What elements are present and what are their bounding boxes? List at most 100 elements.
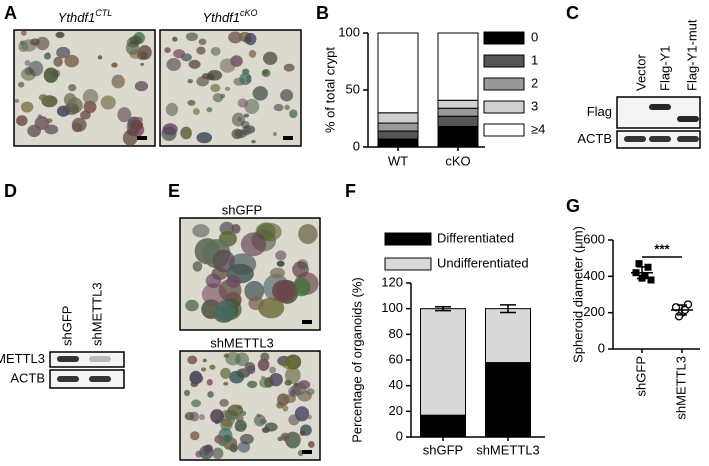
organoid <box>237 98 248 108</box>
organoid <box>299 430 306 436</box>
y-tick-label: 100 <box>381 300 403 315</box>
organoid <box>55 31 65 39</box>
blot <box>49 351 125 368</box>
organoid <box>191 399 202 408</box>
x-tick-label: shGFP <box>423 442 463 457</box>
genotype: CTL <box>95 8 112 18</box>
organoid <box>140 62 145 66</box>
organoid <box>261 69 271 78</box>
row-label: METTL3 <box>0 351 45 366</box>
organoid <box>190 431 200 441</box>
organoid <box>261 427 270 433</box>
legend-label: 1 <box>531 52 538 67</box>
legend-label: Undifferentiated <box>437 255 529 270</box>
organoid <box>97 55 103 60</box>
bar-segment <box>377 112 419 124</box>
organoid <box>226 274 241 289</box>
organoid <box>185 32 199 42</box>
organoid <box>234 129 247 139</box>
organoid <box>219 58 236 73</box>
legend-swatch <box>483 54 525 68</box>
organoid <box>56 46 71 59</box>
band <box>624 136 646 142</box>
organoid <box>35 36 50 51</box>
organoid <box>244 98 260 115</box>
bar-segment <box>377 122 419 132</box>
organoid <box>173 49 186 59</box>
image-title: shMETTL3 <box>210 335 274 350</box>
organoid <box>244 280 265 302</box>
organoid <box>283 63 295 72</box>
organoid <box>56 105 70 117</box>
error-bar <box>500 304 516 314</box>
y-tick-label: 0 <box>598 340 605 355</box>
organoid <box>307 440 315 448</box>
blot <box>49 369 125 389</box>
organoid <box>63 93 77 107</box>
organoid <box>257 358 270 371</box>
image-title: Ythdf1CTL <box>58 8 113 25</box>
organoid <box>206 379 213 386</box>
organoid <box>172 36 178 42</box>
organoid <box>198 38 207 46</box>
band <box>677 116 699 122</box>
organoid <box>166 57 182 72</box>
lane-label: shGFP <box>59 306 74 346</box>
scale-bar <box>137 136 147 140</box>
organoid <box>100 95 116 110</box>
panel-label: F <box>345 181 356 201</box>
organoid <box>129 49 142 59</box>
organoid <box>252 86 268 101</box>
organoid <box>196 46 206 55</box>
organoid <box>202 358 207 363</box>
organoid <box>187 78 193 84</box>
organoid <box>243 113 250 118</box>
significance: *** <box>654 241 670 256</box>
organoid <box>289 109 298 119</box>
bar-segment <box>437 32 479 101</box>
image-title: shGFP <box>222 202 262 217</box>
band <box>89 356 111 362</box>
organoid <box>242 68 250 75</box>
lane-label: shMETTL3 <box>89 282 104 346</box>
genotype: cKO <box>240 8 258 18</box>
organoid <box>280 89 294 102</box>
organoid <box>298 223 318 245</box>
organoid <box>188 59 201 69</box>
bar-segment <box>485 362 531 438</box>
lane-label: Flag-Y1 <box>657 45 672 91</box>
panel-label: E <box>168 181 180 201</box>
organoid <box>43 67 59 83</box>
organoid <box>282 405 289 412</box>
bar-segment <box>420 308 466 416</box>
organoid <box>24 60 31 66</box>
y-tick-label: 50 <box>346 81 360 96</box>
organoid <box>235 414 244 423</box>
organoid <box>234 419 247 432</box>
organoid <box>269 372 283 387</box>
organoid <box>28 60 44 77</box>
point <box>641 271 649 279</box>
organoid <box>225 351 241 366</box>
organoid <box>215 300 236 322</box>
organoid <box>218 439 227 447</box>
organoid <box>281 357 297 370</box>
y-tick-label: 120 <box>381 274 403 289</box>
image-title: Ythdf1cKO <box>202 8 257 25</box>
mean-sd <box>631 266 653 280</box>
organoid <box>187 99 196 106</box>
organoid <box>180 126 192 140</box>
gene: Ythdf1 <box>202 10 240 25</box>
organoid <box>16 115 28 126</box>
band <box>89 376 111 382</box>
x-tick-label: shGFP <box>633 356 648 396</box>
organoid <box>20 40 25 45</box>
organoid <box>219 399 229 407</box>
organoid <box>212 249 235 273</box>
organoid <box>165 102 179 117</box>
organoid <box>206 107 213 113</box>
x-tick-label: cKO <box>445 153 470 168</box>
y-tick-label: 200 <box>583 304 605 319</box>
y-tick-label: 60 <box>389 351 403 366</box>
